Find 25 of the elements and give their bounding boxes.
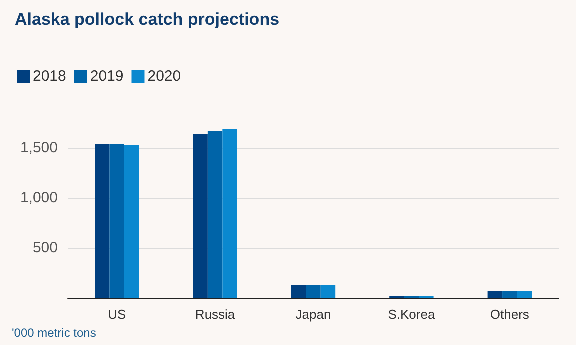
y-tick-label: 1,000 (20, 190, 58, 206)
x-tick-label: Others (490, 307, 530, 322)
bar (320, 285, 336, 298)
bar (208, 131, 223, 298)
text: '000 metric tons (12, 326, 96, 340)
bar (488, 291, 503, 298)
x-tick-label: S.Korea (388, 307, 436, 322)
bar (502, 291, 518, 298)
bar (95, 144, 110, 298)
bar (306, 285, 321, 298)
chart-title: Alaska pollock catch projections (15, 10, 280, 29)
x-tick-label: Russia (195, 307, 236, 322)
bar (222, 129, 238, 298)
y-tick-label: 500 (32, 240, 58, 256)
bar (124, 145, 140, 298)
y-tick-label: 1,500 (20, 140, 58, 156)
x-tick-label: Japan (296, 307, 332, 322)
bar (193, 134, 208, 298)
x-tick-label: US (108, 307, 126, 322)
legend-label: 2019 (90, 68, 124, 85)
bar (110, 144, 124, 298)
bar (291, 285, 306, 298)
bar (517, 291, 532, 298)
legend-label: 2018 (33, 68, 66, 85)
legend-label: 2020 (148, 68, 182, 85)
